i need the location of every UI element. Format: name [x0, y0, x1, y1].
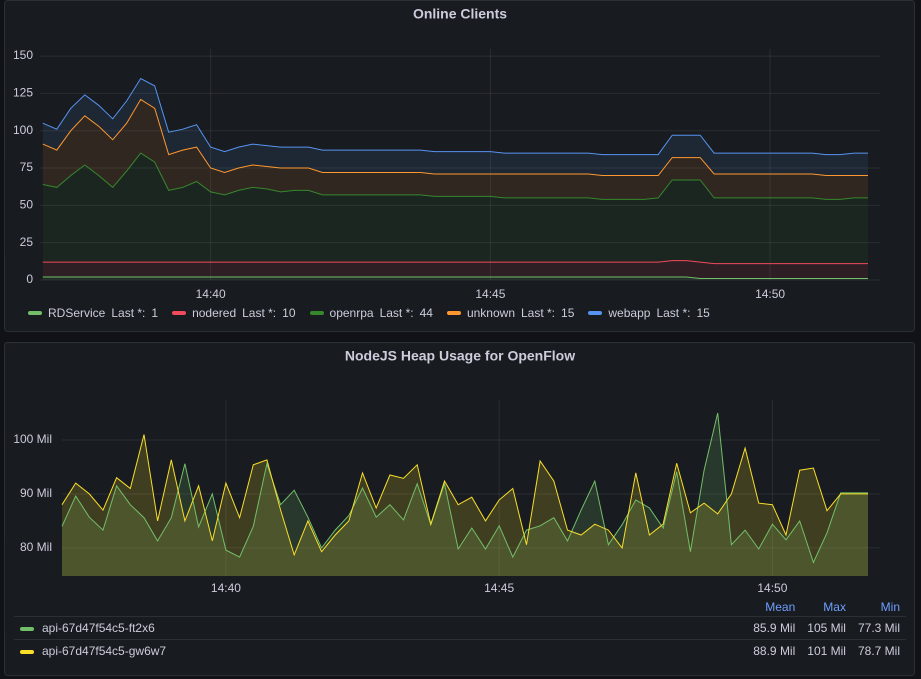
x-tick-label: 14:45	[484, 581, 514, 595]
legend-name-cell: api-67d47f54c5-gw6w7	[14, 639, 748, 662]
series-line	[42, 77, 868, 156]
x-tick-label: 14:45	[475, 287, 505, 301]
legend-row: api-67d47f54c5-gw6w7 88.9 Mil 101 Mil 78.7 …	[14, 639, 906, 662]
series-area	[42, 99, 869, 200]
legend-stat: 78.7 Mil	[851, 639, 906, 662]
legend-item: webapp Last *: 15	[588, 306, 710, 320]
legend-item: openrpa Last *: 44	[309, 306, 433, 320]
series-area	[42, 78, 869, 176]
legend-stat-value: 15	[561, 306, 575, 320]
legend-swatch	[28, 311, 42, 315]
series-line	[42, 152, 868, 200]
legend-stat: 88.9 Mil	[747, 639, 802, 662]
series-area	[42, 260, 869, 279]
series-area	[62, 413, 868, 576]
y-tick-label: 75	[20, 160, 34, 174]
legend-stat-value: 44	[419, 306, 433, 320]
y-tick-label: 100 Mil	[13, 432, 52, 446]
y-tick-label: 0	[26, 272, 33, 286]
legend-label: api-67d47f54c5-ft2x6	[42, 621, 155, 635]
series-area	[62, 434, 868, 576]
legend-column-header: Mean	[765, 600, 796, 614]
x-tick-label: 14:40	[196, 287, 226, 301]
chart-title: Online Clients	[413, 6, 507, 22]
legend-stat: 77.3 Mil	[851, 616, 906, 640]
legend-row: api-67d47f54c5-ft2x6 85.9 Mil 105 Mil 77.3 …	[14, 616, 906, 640]
panel	[4, 342, 915, 676]
legend-stat-value: 10	[282, 306, 296, 320]
legend-swatch	[20, 649, 34, 654]
legend-stat: 105 Mil	[801, 616, 852, 640]
series-area	[42, 153, 869, 264]
legend-swatch	[20, 626, 34, 631]
legend-label: api-67d47f54c5-gw6w7	[42, 644, 167, 658]
legend-stat-label: Last *:	[521, 306, 556, 320]
legend-table: Mean Max Min api-67d47f54c5-ft2x6 85.9 Mil 1…	[14, 598, 906, 662]
x-tick-label: 14:50	[755, 287, 785, 301]
legend-swatch	[588, 311, 603, 315]
legend-header: Mean Max Min	[14, 598, 906, 617]
legend-swatch	[309, 311, 324, 315]
legend-stat: 85.9 Mil	[747, 616, 802, 640]
x-tick-label: 14:40	[211, 581, 241, 595]
series-line	[42, 98, 868, 176]
legend-label: openrpa	[329, 306, 374, 320]
legend-label: nodered	[192, 306, 237, 320]
chart-title: NodeJS Heap Usage for OpenFlow	[345, 348, 575, 364]
spacer	[14, 598, 747, 617]
series-area	[42, 277, 869, 280]
series-line	[42, 260, 868, 265]
legend-table-grid: Mean Max Min api-67d47f54c5-ft2x6 85.9 Mil 1…	[14, 598, 906, 662]
legend-stat-value: 1	[151, 306, 159, 320]
series-line	[42, 276, 868, 279]
legend-item: unknown Last *: 15	[446, 306, 575, 320]
legend-stat: 101 Mil	[801, 639, 852, 662]
y-tick-label: 50	[20, 198, 34, 212]
y-tick-label: 125	[13, 86, 33, 100]
y-tick-label: 80 Mil	[20, 540, 52, 554]
y-tick-label: 100	[13, 123, 33, 137]
series-line	[61, 434, 868, 557]
legend-stat-label: Last *:	[111, 306, 146, 320]
y-tick-label: 150	[13, 48, 33, 62]
legend-label: unknown	[466, 306, 515, 320]
legend-label: RDService	[48, 306, 106, 320]
legend-item: nodered Last *: 10	[172, 306, 296, 320]
legend-stat-label: Last *:	[379, 306, 414, 320]
legend-swatch	[172, 311, 187, 315]
legend-label: webapp	[608, 306, 651, 320]
legend-swatch	[446, 311, 461, 315]
panel	[4, 0, 915, 332]
legend-column-header: Max	[823, 600, 846, 614]
legend-stat-value: 15	[696, 306, 710, 320]
legend: RDService Last *: 1 nodered Last *: 10 openrpa…	[28, 306, 710, 320]
legend-stat-label: Last *:	[242, 306, 277, 320]
y-tick-label: 25	[20, 235, 34, 249]
legend-body: api-67d47f54c5-ft2x6 85.9 Mil 105 Mil 77.3 …	[14, 616, 906, 662]
y-tick-label: 90 Mil	[20, 486, 52, 500]
legend-name-cell: api-67d47f54c5-ft2x6	[14, 616, 748, 640]
legend-column-header: Min	[880, 600, 900, 614]
x-tick-label: 14:50	[757, 581, 787, 595]
series-line	[61, 412, 868, 564]
legend-stat-label: Last *:	[656, 306, 691, 320]
legend-item: RDService Last *: 1	[28, 306, 158, 320]
